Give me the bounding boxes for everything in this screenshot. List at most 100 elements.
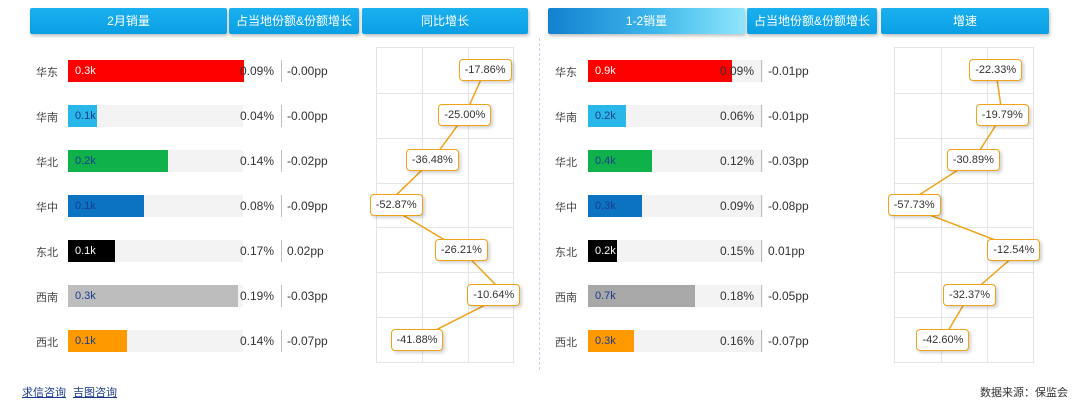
bar-value-label: 0.1k bbox=[75, 200, 96, 212]
value-separator bbox=[281, 150, 282, 172]
growth-data-label: -19.79% bbox=[975, 104, 1029, 127]
header-left-share: 占当地份额&份额增长 bbox=[229, 8, 359, 34]
grid-line bbox=[895, 182, 1033, 184]
data-source: 数据来源：保监会 bbox=[980, 387, 1068, 399]
bar bbox=[68, 195, 145, 217]
bar-track: 0.1k bbox=[68, 195, 243, 217]
bar bbox=[68, 240, 115, 262]
region-label: 华中 bbox=[555, 202, 577, 214]
bar bbox=[68, 330, 127, 352]
share-change-value: -0.09pp bbox=[287, 199, 328, 213]
bar-value-label: 0.4k bbox=[595, 155, 616, 167]
growth-data-label: -41.88% bbox=[390, 328, 444, 351]
region-label: 西南 bbox=[36, 292, 58, 304]
footer-link-qiuxin[interactable]: 求信咨询 bbox=[22, 387, 66, 399]
value-separator bbox=[281, 240, 282, 262]
region-label: 华北 bbox=[555, 157, 577, 169]
bar-track: 0.7k bbox=[588, 285, 763, 307]
bar bbox=[588, 195, 643, 217]
growth-data-label: -25.00% bbox=[438, 104, 492, 127]
bar bbox=[588, 105, 627, 127]
share-value: 0.15% bbox=[720, 244, 755, 258]
growth-data-label: -22.33% bbox=[969, 59, 1023, 82]
share-value: 0.19% bbox=[240, 289, 275, 303]
share-value: 0.14% bbox=[240, 154, 275, 168]
region-label: 东北 bbox=[555, 247, 577, 259]
bar-track: 0.1k bbox=[68, 240, 243, 262]
region-label: 西北 bbox=[36, 337, 58, 349]
grid-line bbox=[895, 92, 1033, 94]
bar-value-label: 0.2k bbox=[595, 245, 616, 257]
bar-value-label: 0.3k bbox=[595, 200, 616, 212]
growth-data-label: -12.54% bbox=[987, 238, 1041, 261]
bar bbox=[68, 60, 244, 82]
grid-line bbox=[377, 227, 513, 229]
bar-track: 0.3k bbox=[588, 330, 763, 352]
share-change-value: -0.00pp bbox=[287, 109, 328, 123]
header-ytd-sales: 1-2销量 bbox=[548, 8, 745, 34]
share-value: 0.12% bbox=[720, 154, 755, 168]
value-separator bbox=[281, 330, 282, 352]
bar bbox=[68, 150, 168, 172]
bar bbox=[68, 105, 98, 127]
region-label: 华东 bbox=[555, 67, 577, 79]
bar-track: 0.1k bbox=[68, 105, 243, 127]
bar-track: 0.2k bbox=[588, 105, 763, 127]
share-change-value: -0.07pp bbox=[287, 334, 328, 348]
header-growth-rate: 增速 bbox=[881, 8, 1049, 34]
bar bbox=[588, 60, 732, 82]
value-separator bbox=[761, 240, 762, 262]
share-change-value: -0.03pp bbox=[768, 154, 809, 168]
share-value: 0.09% bbox=[720, 199, 755, 213]
bar-value-label: 0.1k bbox=[75, 110, 96, 122]
share-value: 0.04% bbox=[240, 109, 275, 123]
share-change-value: -0.01pp bbox=[768, 109, 809, 123]
grid-line bbox=[941, 48, 942, 362]
value-separator bbox=[281, 105, 282, 127]
grid-line bbox=[377, 182, 513, 184]
header-feb-sales: 2月销量 bbox=[30, 8, 227, 34]
share-change-value: 0.02pp bbox=[287, 244, 324, 258]
share-change-value: -0.01pp bbox=[768, 64, 809, 78]
grid-line bbox=[987, 48, 988, 362]
footer-link-jitu[interactable]: 吉图咨询 bbox=[73, 387, 117, 399]
share-change-value: -0.02pp bbox=[287, 154, 328, 168]
region-label: 华东 bbox=[36, 67, 58, 79]
yoy-growth-chart: -17.86% -25.00% -36.48% -52.87% -26.21% -10.6… bbox=[369, 47, 521, 363]
growth-data-label: -32.37% bbox=[943, 283, 997, 306]
bar-value-label: 0.2k bbox=[75, 155, 96, 167]
bar bbox=[68, 285, 239, 307]
bar-track: 0.3k bbox=[588, 195, 763, 217]
bar-track: 0.3k bbox=[68, 60, 244, 82]
share-change-value: 0.01pp bbox=[768, 244, 805, 258]
growth-data-label: -52.87% bbox=[369, 194, 423, 216]
share-value: 0.09% bbox=[720, 64, 755, 78]
region-label: 西北 bbox=[555, 337, 577, 349]
grid-line bbox=[895, 272, 1033, 274]
growth-data-label: -30.89% bbox=[946, 149, 1000, 172]
bar-track: 0.2k bbox=[68, 150, 243, 172]
header-right-share: 占当地份额&份额增长 bbox=[747, 8, 877, 34]
value-separator bbox=[761, 150, 762, 172]
bar bbox=[588, 330, 635, 352]
growth-data-label: -17.86% bbox=[458, 59, 512, 82]
growth-data-label: -26.21% bbox=[434, 238, 488, 261]
value-separator bbox=[281, 195, 282, 217]
growth-data-label: -36.48% bbox=[405, 149, 459, 172]
grid-line bbox=[377, 272, 513, 274]
bar-value-label: 0.1k bbox=[75, 245, 96, 257]
share-value: 0.18% bbox=[720, 289, 755, 303]
value-separator bbox=[281, 285, 282, 307]
grid-line bbox=[377, 137, 513, 139]
region-label: 华南 bbox=[36, 112, 58, 124]
grid-line bbox=[377, 317, 513, 319]
region-label: 东北 bbox=[36, 247, 58, 259]
value-separator bbox=[761, 195, 762, 217]
growth-data-label: -10.64% bbox=[467, 283, 521, 306]
grid-line bbox=[895, 137, 1033, 139]
header-yoy-growth: 同比增长 bbox=[362, 8, 528, 34]
bar-value-label: 0.3k bbox=[75, 290, 96, 302]
growth-data-label: -42.60% bbox=[916, 328, 970, 351]
region-label: 华南 bbox=[555, 112, 577, 124]
bar bbox=[588, 240, 617, 262]
